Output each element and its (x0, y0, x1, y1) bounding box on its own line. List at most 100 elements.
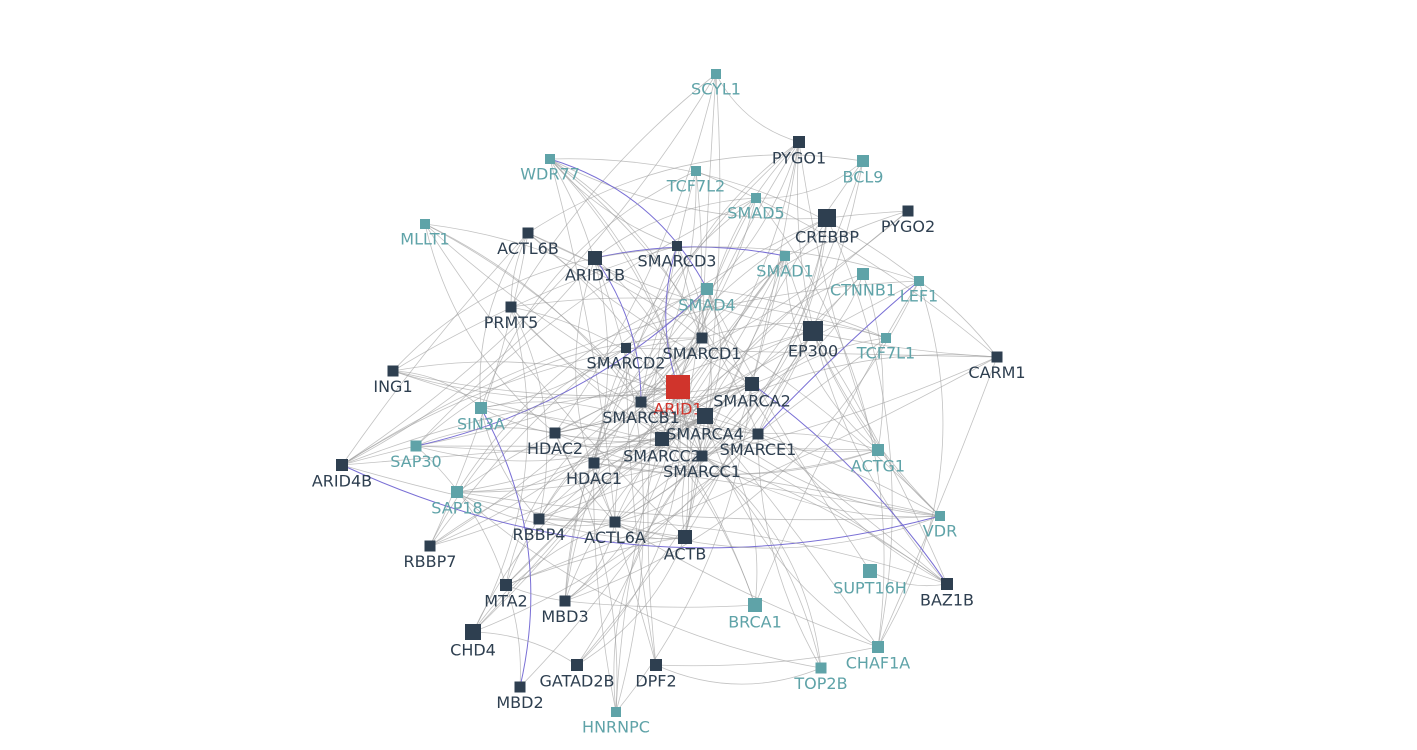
edge (757, 280, 920, 435)
node-label: ARID1B (565, 266, 625, 285)
node (672, 241, 682, 251)
node (545, 154, 555, 164)
node-label: SMAD5 (727, 204, 784, 223)
edge (594, 246, 786, 259)
node-label: MLLT1 (400, 230, 449, 249)
node-label: SMARCA2 (713, 392, 791, 411)
edge (640, 401, 879, 453)
edge (625, 347, 998, 358)
node (533, 513, 545, 525)
edge (479, 232, 529, 409)
node-label: TCF7L2 (666, 177, 725, 196)
edge (415, 197, 757, 447)
node (655, 432, 669, 446)
node (336, 459, 348, 471)
edge (510, 306, 759, 435)
edge (754, 280, 920, 606)
edge (505, 584, 521, 688)
node-label: SUPT16H (833, 579, 907, 598)
node-label: LEF1 (900, 287, 938, 306)
edge (538, 518, 686, 540)
edge (706, 288, 948, 585)
edge (755, 160, 864, 199)
node-label: SMARCD1 (663, 344, 742, 363)
edge (424, 223, 756, 606)
node-label: SMAD1 (756, 262, 813, 281)
edge (538, 518, 948, 585)
edge (392, 245, 678, 372)
edge (505, 536, 686, 586)
edge (757, 433, 948, 585)
edge (424, 223, 706, 417)
edge (701, 455, 822, 669)
edge (757, 432, 879, 451)
edge (614, 455, 703, 523)
node (902, 205, 914, 217)
node-label: ARID1 (653, 400, 702, 419)
node-label: PYGO1 (772, 149, 826, 168)
edge (341, 337, 703, 466)
node-label: SMARCD3 (638, 252, 717, 271)
edge (826, 217, 893, 648)
edge (640, 210, 909, 403)
edge (392, 370, 753, 397)
node-label: GATAD2B (539, 672, 614, 691)
node-label: RBBP4 (513, 525, 566, 544)
edge (456, 330, 814, 493)
edge (480, 401, 703, 457)
node-label: SMARCE1 (720, 440, 797, 459)
edge (661, 141, 800, 440)
edge (415, 427, 556, 447)
node (621, 343, 631, 353)
node (451, 486, 463, 498)
node-label: SMARCC1 (663, 462, 741, 481)
node (863, 564, 877, 578)
node-label: CTNNB1 (830, 281, 896, 300)
node (410, 440, 422, 452)
node (522, 227, 534, 239)
edge (757, 337, 887, 435)
node-label: PRMT5 (484, 313, 539, 332)
node-label: CHAF1A (846, 654, 911, 673)
edge (701, 141, 800, 339)
node-label: ACTB (664, 545, 707, 564)
node (611, 707, 621, 717)
edge (429, 415, 706, 547)
node-label: TCF7L1 (856, 344, 915, 363)
edge (594, 197, 757, 259)
edge (549, 158, 703, 339)
edge (480, 407, 948, 585)
edge (593, 280, 920, 464)
edge (704, 415, 941, 517)
node (635, 396, 647, 408)
edge (676, 245, 703, 339)
node (752, 428, 764, 440)
node (780, 251, 790, 261)
node-label: SMARCC2 (623, 447, 701, 466)
edge (429, 288, 708, 547)
node (505, 301, 517, 313)
node-label: BAZ1B (920, 591, 974, 610)
node-label: SAP30 (390, 452, 441, 471)
edge (549, 158, 708, 290)
edge (701, 160, 864, 457)
edge (472, 433, 759, 633)
edge (869, 570, 948, 587)
edge (564, 288, 708, 602)
node (991, 351, 1003, 363)
edge (798, 141, 879, 451)
node (424, 540, 436, 552)
edge (564, 521, 616, 602)
node (678, 530, 692, 544)
node (549, 427, 561, 439)
node-label: VDR (923, 522, 957, 541)
node (500, 579, 512, 591)
edge (704, 415, 758, 606)
node-label: BCL9 (843, 168, 884, 187)
node (666, 375, 690, 399)
edge (614, 255, 786, 523)
edge (392, 370, 482, 409)
edge (527, 154, 864, 234)
edge (554, 432, 616, 523)
